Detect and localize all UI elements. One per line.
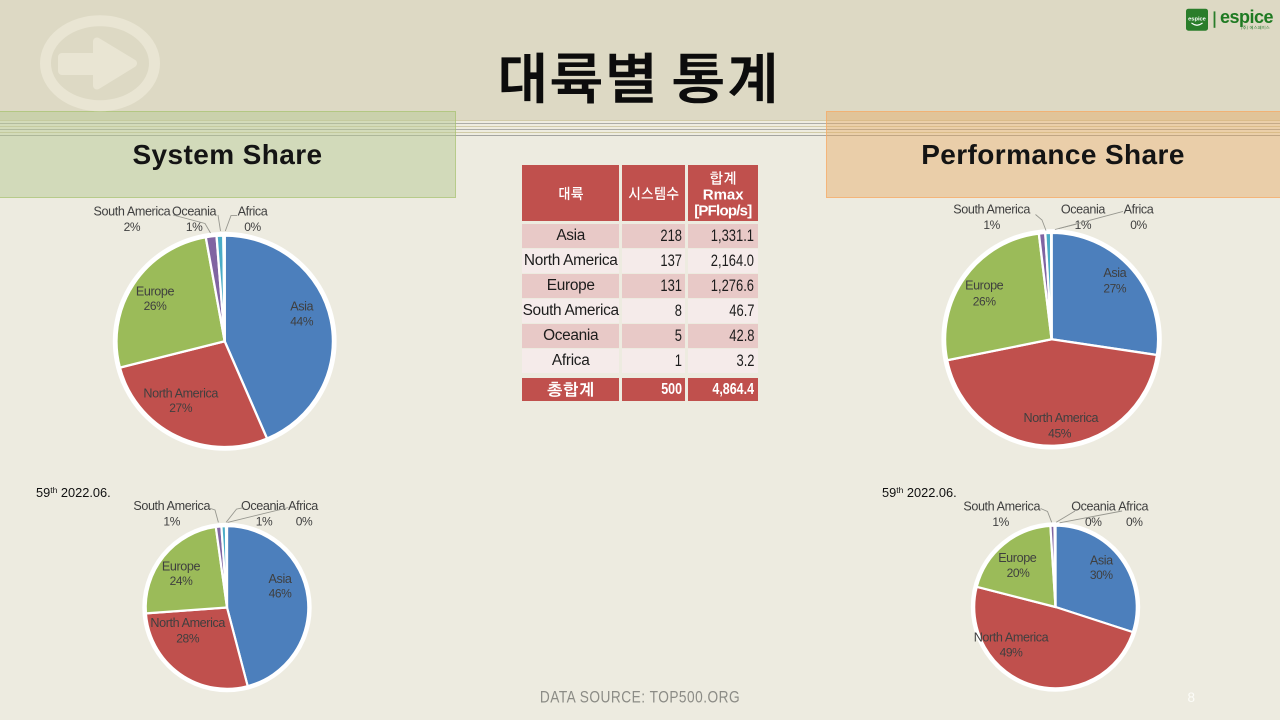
svg-text:Rmax: Rmax bbox=[703, 187, 745, 204]
svg-text:espice: espice bbox=[1220, 7, 1274, 27]
svg-text:espice: espice bbox=[1188, 17, 1206, 23]
svg-text:[PFlop/s]: [PFlop/s] bbox=[694, 203, 752, 220]
